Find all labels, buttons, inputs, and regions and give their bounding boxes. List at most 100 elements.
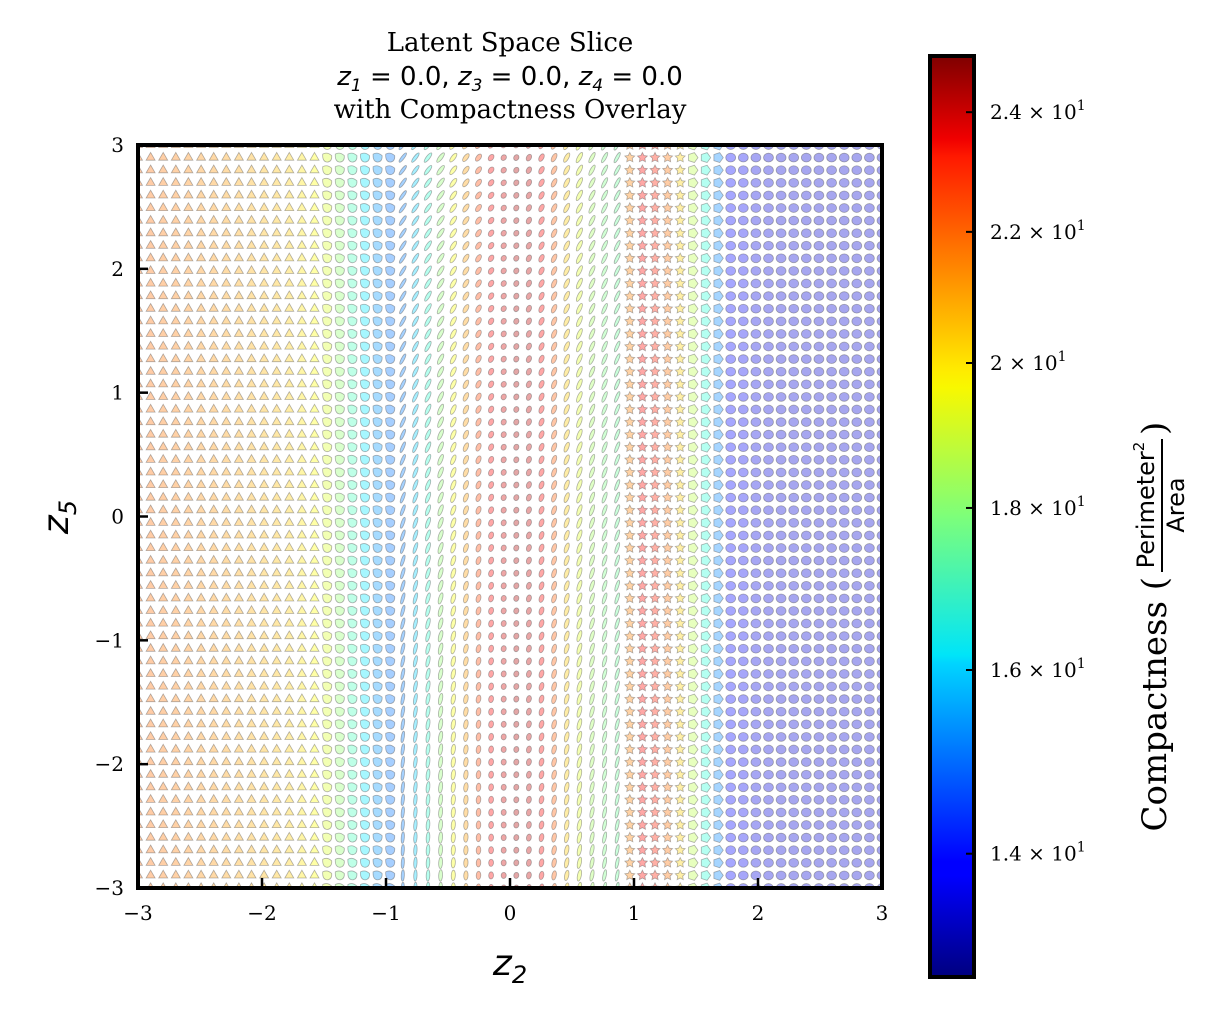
marker-ellipse — [425, 630, 431, 643]
marker-triangle — [195, 277, 207, 287]
marker-triangle — [195, 416, 207, 426]
marker-ellipse — [588, 441, 596, 454]
marker-ellipse — [500, 796, 507, 804]
marker-ellipse — [576, 416, 583, 428]
marker-circle — [826, 618, 837, 629]
marker-ellipse — [525, 644, 532, 653]
marker-ellipse — [399, 265, 407, 277]
marker-pentagon — [688, 756, 699, 768]
marker-triangle — [208, 705, 219, 715]
marker-ellipse — [500, 783, 507, 791]
marker-circle — [826, 606, 837, 616]
marker-ellipse — [513, 532, 520, 539]
marker-blob — [385, 152, 396, 163]
marker-triangle — [221, 793, 232, 803]
marker-ellipse — [525, 304, 532, 313]
x-axis-ticks: −3 −2 −1 0 1 2 3 — [123, 878, 888, 925]
marker-ellipse — [551, 731, 557, 742]
marker-ellipse — [563, 592, 570, 604]
marker-ellipse — [475, 291, 482, 301]
marker-ellipse — [500, 292, 507, 300]
marker-triangle — [296, 239, 308, 249]
marker-circle — [750, 454, 762, 465]
marker-circle — [864, 379, 875, 390]
marker-blob — [360, 832, 370, 843]
title-line-3: with Compactness Overlay — [334, 95, 687, 125]
marker-ellipse — [450, 592, 457, 604]
marker-star — [674, 302, 687, 314]
marker-circle — [826, 278, 837, 289]
marker-circle — [851, 807, 863, 818]
marker-ellipse — [475, 744, 482, 755]
marker-triangle — [296, 416, 308, 426]
marker-blob — [372, 253, 383, 264]
marker-ellipse — [400, 869, 405, 882]
marker-ellipse — [462, 216, 470, 226]
marker-ellipse — [399, 466, 406, 479]
marker-ellipse — [563, 630, 570, 642]
marker-ellipse — [589, 718, 595, 731]
marker-circle — [750, 177, 762, 188]
marker-pentagon — [700, 693, 712, 705]
marker-triangle — [208, 844, 219, 854]
marker-ellipse — [500, 569, 507, 577]
marker-ellipse — [475, 694, 482, 704]
marker-circle — [750, 165, 762, 176]
marker-ellipse — [601, 202, 609, 214]
marker-pentagon — [700, 869, 712, 881]
marker-ellipse — [614, 516, 621, 529]
marker-circle — [725, 366, 737, 377]
marker-ellipse — [475, 845, 482, 855]
marker-ellipse — [601, 227, 609, 239]
marker-triangle — [233, 655, 245, 665]
marker-blob — [322, 329, 333, 339]
marker-triangle — [145, 390, 156, 400]
marker-ellipse — [551, 757, 557, 768]
marker-ellipse — [411, 340, 419, 353]
marker-blob — [322, 820, 333, 830]
marker-ellipse — [538, 329, 545, 339]
marker-ellipse — [463, 631, 469, 642]
marker-triangle — [183, 793, 194, 803]
marker-ellipse — [563, 202, 571, 214]
marker-triangle — [258, 516, 270, 526]
marker-circle — [838, 794, 850, 805]
marker-circle — [864, 870, 875, 881]
marker-triangle — [208, 579, 219, 589]
marker-triangle — [170, 478, 181, 488]
marker-triangle — [208, 315, 219, 325]
marker-ellipse — [450, 831, 456, 844]
marker-ellipse — [475, 254, 482, 263]
marker-blob — [347, 782, 358, 793]
marker-ellipse — [525, 405, 532, 414]
marker-triangle — [195, 214, 207, 224]
marker-ellipse — [551, 442, 558, 453]
marker-ellipse — [513, 254, 520, 262]
marker-circle — [826, 543, 837, 553]
marker-ellipse — [602, 793, 608, 806]
marker-ellipse — [500, 557, 507, 564]
marker-blob — [334, 228, 345, 239]
marker-triangle — [170, 718, 181, 728]
marker-triangle — [208, 478, 219, 488]
marker-ellipse — [588, 403, 596, 416]
marker-blob — [334, 845, 345, 856]
marker-ellipse — [450, 517, 457, 529]
marker-ellipse — [525, 720, 532, 729]
marker-circle — [725, 820, 737, 830]
marker-star — [661, 768, 674, 780]
marker-triangle — [309, 529, 320, 539]
marker-triangle — [233, 793, 245, 803]
marker-star — [661, 831, 674, 843]
marker-triangle — [271, 856, 282, 866]
marker-ellipse — [601, 328, 608, 340]
marker-triangle — [221, 441, 232, 451]
marker-triangle — [221, 693, 232, 703]
marker-triangle — [271, 793, 282, 803]
marker-triangle — [183, 667, 194, 677]
marker-triangle — [145, 642, 156, 652]
marker-blob — [385, 757, 396, 768]
marker-triangle — [296, 604, 308, 614]
marker-star — [623, 201, 636, 213]
marker-ellipse — [425, 617, 431, 630]
